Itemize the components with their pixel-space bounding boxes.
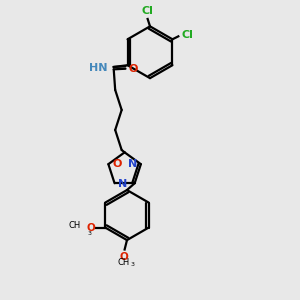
Text: N: N [118, 179, 128, 189]
Text: CH: CH [118, 258, 130, 267]
Text: N: N [128, 159, 137, 169]
Text: 3: 3 [130, 262, 134, 267]
Text: CH: CH [69, 221, 81, 230]
Text: O: O [128, 64, 138, 74]
Text: Cl: Cl [141, 6, 153, 16]
Text: O: O [86, 223, 95, 232]
Text: O: O [120, 252, 128, 262]
Text: O: O [113, 159, 122, 169]
Text: HN: HN [89, 63, 108, 73]
Text: 3: 3 [88, 231, 92, 236]
Text: Cl: Cl [181, 30, 193, 40]
